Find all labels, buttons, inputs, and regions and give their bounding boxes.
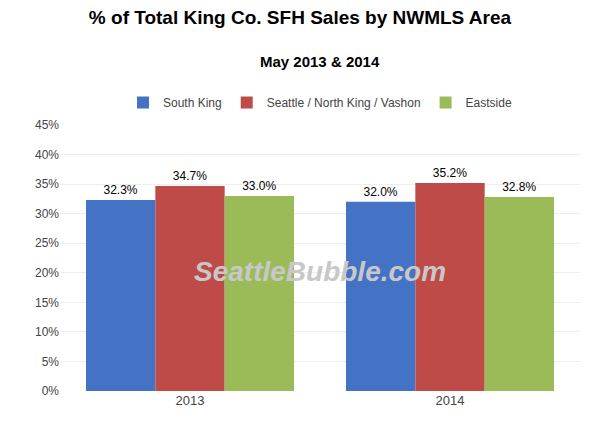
- svg-text:32.8%: 32.8%: [502, 180, 536, 194]
- svg-text:SeattleBubble.com: SeattleBubble.com: [194, 256, 446, 287]
- svg-text:32.3%: 32.3%: [103, 183, 137, 197]
- svg-text:40%: 40%: [35, 148, 59, 162]
- svg-text:2013: 2013: [176, 393, 205, 408]
- svg-text:Eastside: Eastside: [466, 96, 512, 110]
- svg-text:10%: 10%: [35, 325, 59, 339]
- svg-text:35.2%: 35.2%: [433, 166, 467, 180]
- svg-text:May 2013 & 2014: May 2013 & 2014: [260, 53, 380, 70]
- svg-text:5%: 5%: [42, 355, 60, 369]
- svg-text:2014: 2014: [436, 393, 465, 408]
- svg-text:Seattle / North King / Vashon: Seattle / North King / Vashon: [267, 96, 421, 110]
- svg-text:South King: South King: [163, 96, 222, 110]
- svg-text:32.0%: 32.0%: [363, 185, 397, 199]
- svg-text:15%: 15%: [35, 296, 59, 310]
- svg-text:30%: 30%: [35, 207, 59, 221]
- svg-text:33.0%: 33.0%: [242, 179, 276, 193]
- svg-text:20%: 20%: [35, 266, 59, 280]
- svg-text:0%: 0%: [42, 384, 60, 398]
- svg-text:35%: 35%: [35, 177, 59, 191]
- svg-text:34.7%: 34.7%: [173, 169, 207, 183]
- svg-text:% of Total King Co. SFH Sales: % of Total King Co. SFH Sales by NWMLS A…: [89, 7, 512, 28]
- svg-text:25%: 25%: [35, 236, 59, 250]
- svg-text:45%: 45%: [35, 118, 59, 132]
